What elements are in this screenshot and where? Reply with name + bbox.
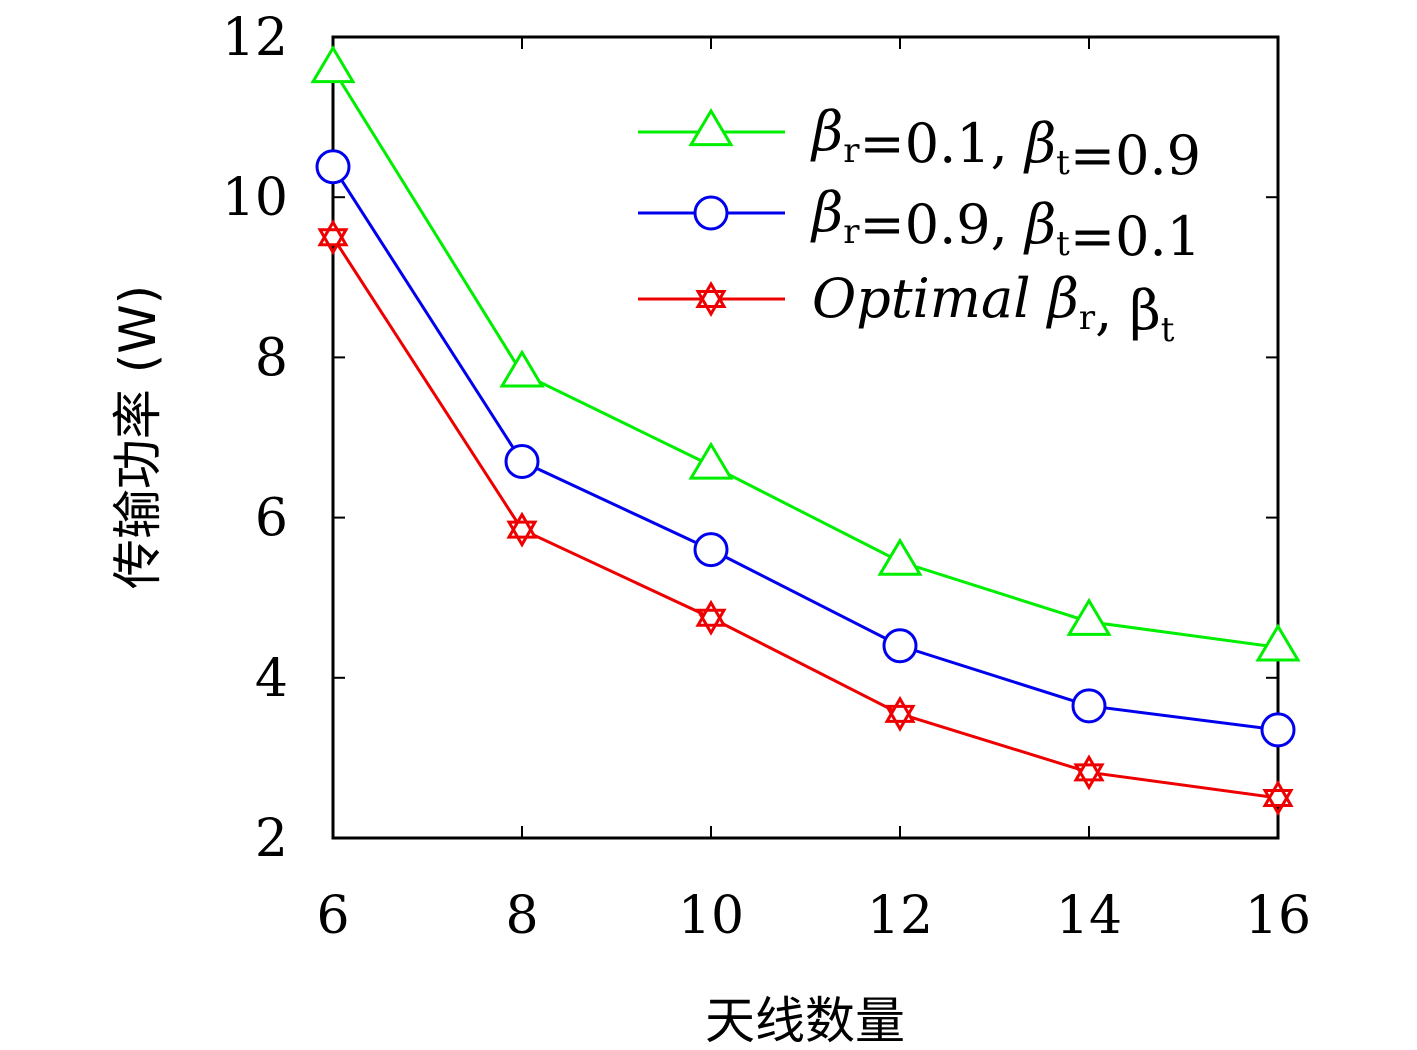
circle-marker-shape [1071,688,1107,724]
legend-text-part: β [810,100,843,163]
legend-text-part: =0.1 [1070,205,1201,268]
series-hexagram [317,219,1294,816]
legend-subscript: r [1079,298,1096,338]
data-point-triangle [499,349,545,388]
legend-subscript: r [843,131,860,171]
series-triangle [310,45,1301,662]
hexagram-marker-down [695,290,727,318]
hexagram-marker-down [1262,788,1294,816]
data-point-circle [882,628,918,664]
data-point-triangle [877,537,923,576]
legend-text-part: β [1023,112,1056,175]
data-point-hexagram [506,511,538,548]
y-tick-label: 2 [255,809,288,869]
legend-subscript: t [1056,143,1070,183]
legend-text-part: β [1023,193,1056,256]
legend-swatch-marker [693,195,729,231]
hexagram-marker-down [1073,763,1105,791]
y-axis-title: 传输功率 (W) [109,285,167,589]
x-tick-label: 6 [316,886,349,946]
y-tick-label: 12 [222,8,288,68]
data-point-hexagram [1073,754,1105,791]
legend-item: Optimal βr, βt [638,267,1175,350]
legend-text-part: =0.1, [859,112,1024,175]
series-line [331,236,1279,800]
y-tick-label: 4 [255,649,288,709]
data-point-triangle [688,441,734,480]
triangle-marker-shape [688,441,734,480]
legend-text-part: β [810,181,843,244]
data-point-hexagram [884,695,916,732]
y-tick-label: 10 [222,168,288,228]
plot-frame [331,35,1280,840]
circle-marker-shape [315,149,351,185]
triangle-marker-shape [310,45,356,84]
series-line [331,68,1279,649]
data-point-hexagram [1262,779,1294,816]
legend-text-part: , β [1095,279,1161,342]
y-tick-label: 8 [255,328,288,388]
legend-label: βr=0.9, βt=0.1 [810,181,1201,268]
triangle-marker-shape [1255,623,1301,662]
circle-marker-shape [693,532,729,568]
legend-subscript: t [1161,310,1175,350]
hexagram-marker-down [317,228,349,256]
series-circle [315,149,1296,748]
x-tick-label: 10 [678,886,744,946]
legend-text-part: =0.9, [859,193,1024,256]
triangle-marker-shape [499,349,545,388]
circle-marker-shape [504,444,540,480]
data-point-hexagram [695,599,727,636]
circle-marker-shape [882,628,918,664]
data-point-circle [504,444,540,480]
x-axis-title: 天线数量 [705,992,905,1050]
data-point-hexagram [317,219,349,256]
data-point-circle [1260,712,1296,748]
triangle-marker-shape [1066,597,1112,636]
data-point-circle [1071,688,1107,724]
triangle-marker-shape [688,108,734,147]
data-point-triangle [1066,597,1112,636]
legend-label: Optimal βr, βt [812,267,1175,350]
x-tick-label: 14 [1056,886,1122,946]
circle-marker-shape [1260,712,1296,748]
legend-item: βr=0.9, βt=0.1 [638,181,1201,268]
hexagram-marker-down [695,608,727,636]
legend-label: βr=0.1, βt=0.9 [810,100,1201,187]
y-tick-label: 6 [255,489,288,549]
legend-text-part: =0.9 [1070,124,1201,187]
triangle-marker-shape [877,537,923,576]
legend-subscript: r [843,212,860,252]
data-point-triangle [310,45,356,84]
x-tick-label: 8 [505,886,538,946]
legend-text-part: Optimal β [812,267,1079,330]
legend-item: βr=0.1, βt=0.9 [638,100,1201,187]
hexagram-marker-down [506,520,538,548]
legend-swatch-marker [688,108,734,147]
x-tick-labels: 6 8 10 12 14 16 [316,886,1311,946]
legend-subscript: t [1056,224,1070,264]
axis-ticks [332,36,1279,839]
y-tick-labels: 2 4 6 8 10 12 [222,8,288,869]
x-tick-label: 16 [1245,886,1311,946]
circle-marker-shape [693,195,729,231]
data-point-triangle [1255,623,1301,662]
x-tick-label: 12 [867,886,933,946]
series-line [331,165,1279,732]
data-point-circle [315,149,351,185]
legend-swatch-marker [695,280,727,318]
hexagram-marker-down [884,704,916,732]
data-point-circle [693,532,729,568]
series-layer [310,45,1301,816]
